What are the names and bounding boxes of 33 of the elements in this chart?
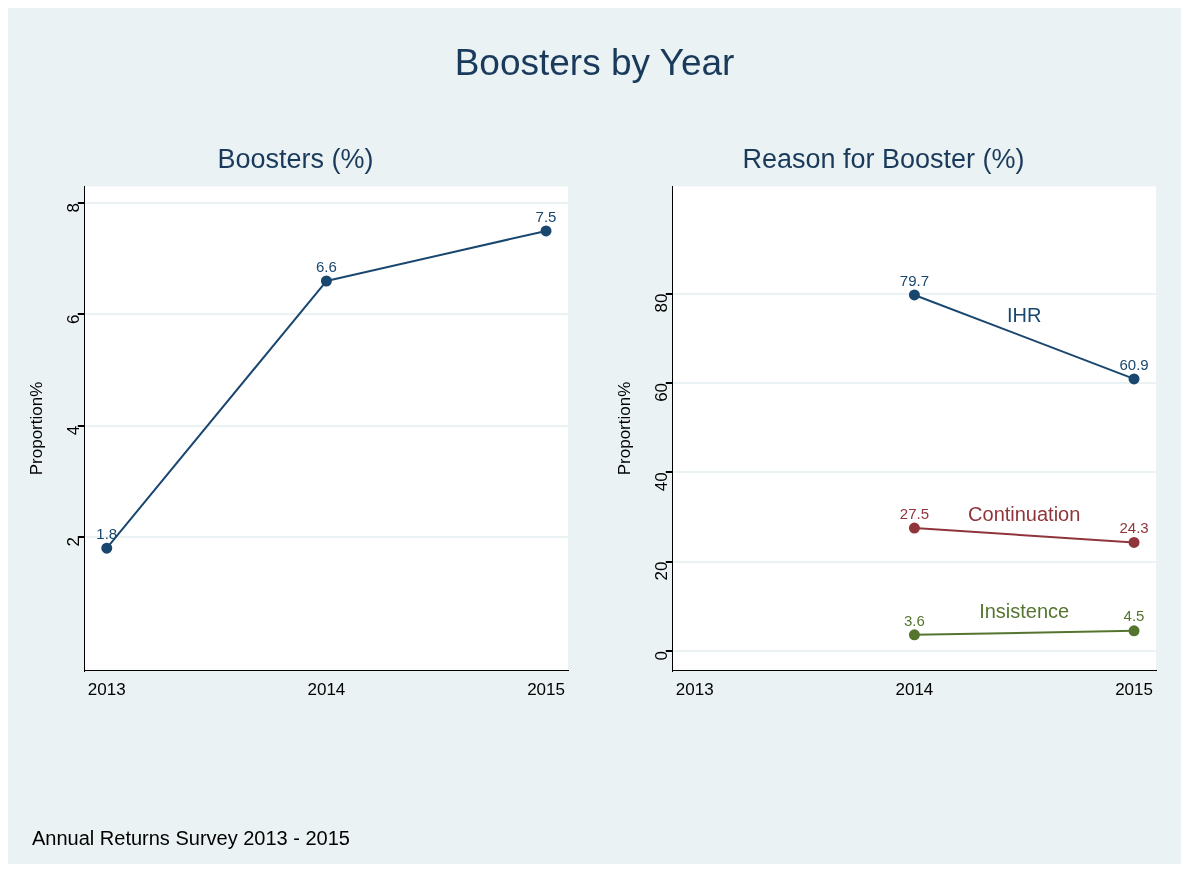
y-tick-label: 20 xyxy=(652,561,672,581)
series-label: Insistence xyxy=(979,600,1070,623)
x-tick-label: 2013 xyxy=(675,680,714,700)
data-label: 7.5 xyxy=(535,207,557,225)
x-tick-label: 2013 xyxy=(87,680,126,700)
chart-title: Boosters (%) xyxy=(217,143,374,174)
y-axis-title: Proportion% xyxy=(614,381,634,476)
y-tick-label: 8 xyxy=(64,203,84,213)
text: Annual Returns Survey 2013 - 2015 xyxy=(32,827,350,850)
y-tick-label: 60 xyxy=(652,382,672,402)
data-label: 4.5 xyxy=(1123,607,1145,625)
y-tick-label: 0 xyxy=(652,650,672,661)
data-label: 6.6 xyxy=(315,257,337,275)
y-axis-title: Proportion% xyxy=(26,381,46,476)
data-label: 1.8 xyxy=(96,524,118,542)
data-label: 3.6 xyxy=(903,611,925,629)
y-tick-label: 2 xyxy=(64,537,84,547)
y-tick-label: 4 xyxy=(64,425,84,436)
data-label: 60.9 xyxy=(1119,355,1149,373)
text: Boosters by Year xyxy=(453,41,736,84)
x-tick-label: 2014 xyxy=(895,680,934,700)
x-tick-label: 2015 xyxy=(1115,680,1153,700)
y-tick-label: 6 xyxy=(64,314,84,324)
series-label: Continuation xyxy=(968,502,1081,525)
x-tick-label: 2014 xyxy=(307,680,346,700)
chart-title: Reason for Booster (%) xyxy=(742,143,1025,174)
data-label: 79.7 xyxy=(899,271,929,289)
data-label: 24.3 xyxy=(1119,519,1149,537)
data-label: 27.5 xyxy=(899,504,929,522)
y-tick-label: 40 xyxy=(652,472,672,492)
series-label: IHR xyxy=(1006,304,1042,327)
y-tick-label: 80 xyxy=(652,293,672,313)
x-tick-label: 2015 xyxy=(527,680,565,700)
